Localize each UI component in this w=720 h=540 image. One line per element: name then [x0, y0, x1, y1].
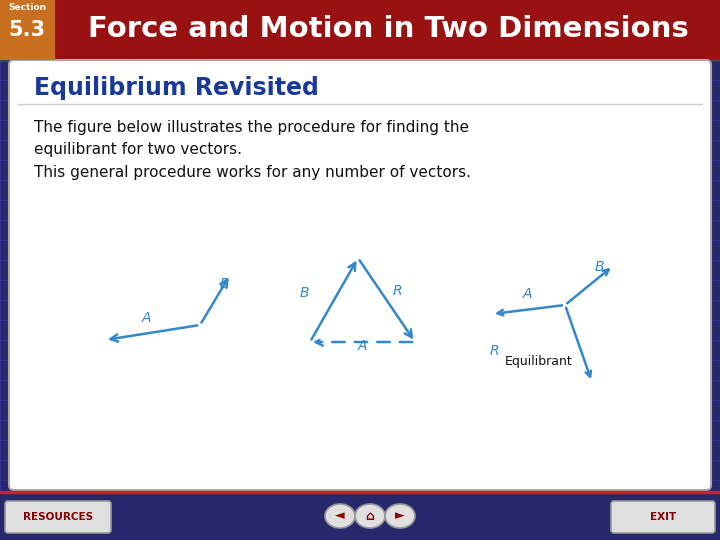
Bar [0, 492, 720, 540]
FancyArrowPatch shape [359, 260, 412, 338]
FancyArrowPatch shape [315, 339, 413, 346]
Text: R: R [490, 344, 500, 358]
Text: B: B [220, 277, 230, 291]
Bar [0, 0, 55, 60]
Text: This general procedure works for any number of vectors.: This general procedure works for any num… [34, 165, 471, 180]
Text: Equilibrant: Equilibrant [505, 355, 572, 368]
Text: ⌂: ⌂ [366, 510, 374, 523]
FancyArrowPatch shape [311, 263, 355, 340]
Text: R: R [393, 284, 402, 298]
FancyBboxPatch shape [5, 501, 111, 533]
Text: Section: Section [8, 3, 46, 11]
Text: ◄: ◄ [336, 510, 345, 523]
Text: EXIT: EXIT [650, 512, 676, 522]
FancyArrowPatch shape [110, 326, 197, 342]
Text: A: A [142, 311, 151, 325]
Text: A: A [358, 339, 367, 353]
Text: A: A [523, 287, 533, 301]
FancyBboxPatch shape [611, 501, 715, 533]
Text: The figure below illustrates the procedure for finding the
equilibrant for two v: The figure below illustrates the procedu… [34, 120, 469, 157]
Text: RESOURCES: RESOURCES [23, 512, 93, 522]
Ellipse shape [385, 504, 415, 528]
Bar [0, 0, 720, 60]
Text: ►: ► [395, 510, 405, 523]
FancyBboxPatch shape [9, 60, 711, 490]
FancyArrowPatch shape [202, 280, 227, 322]
Ellipse shape [355, 504, 385, 528]
Text: 5.3: 5.3 [9, 20, 45, 40]
Text: B: B [300, 286, 310, 300]
Text: B: B [595, 260, 605, 274]
Text: Force and Motion in Two Dimensions: Force and Motion in Two Dimensions [88, 15, 688, 43]
Ellipse shape [325, 504, 355, 528]
Text: Equilibrium Revisited: Equilibrium Revisited [34, 76, 319, 100]
